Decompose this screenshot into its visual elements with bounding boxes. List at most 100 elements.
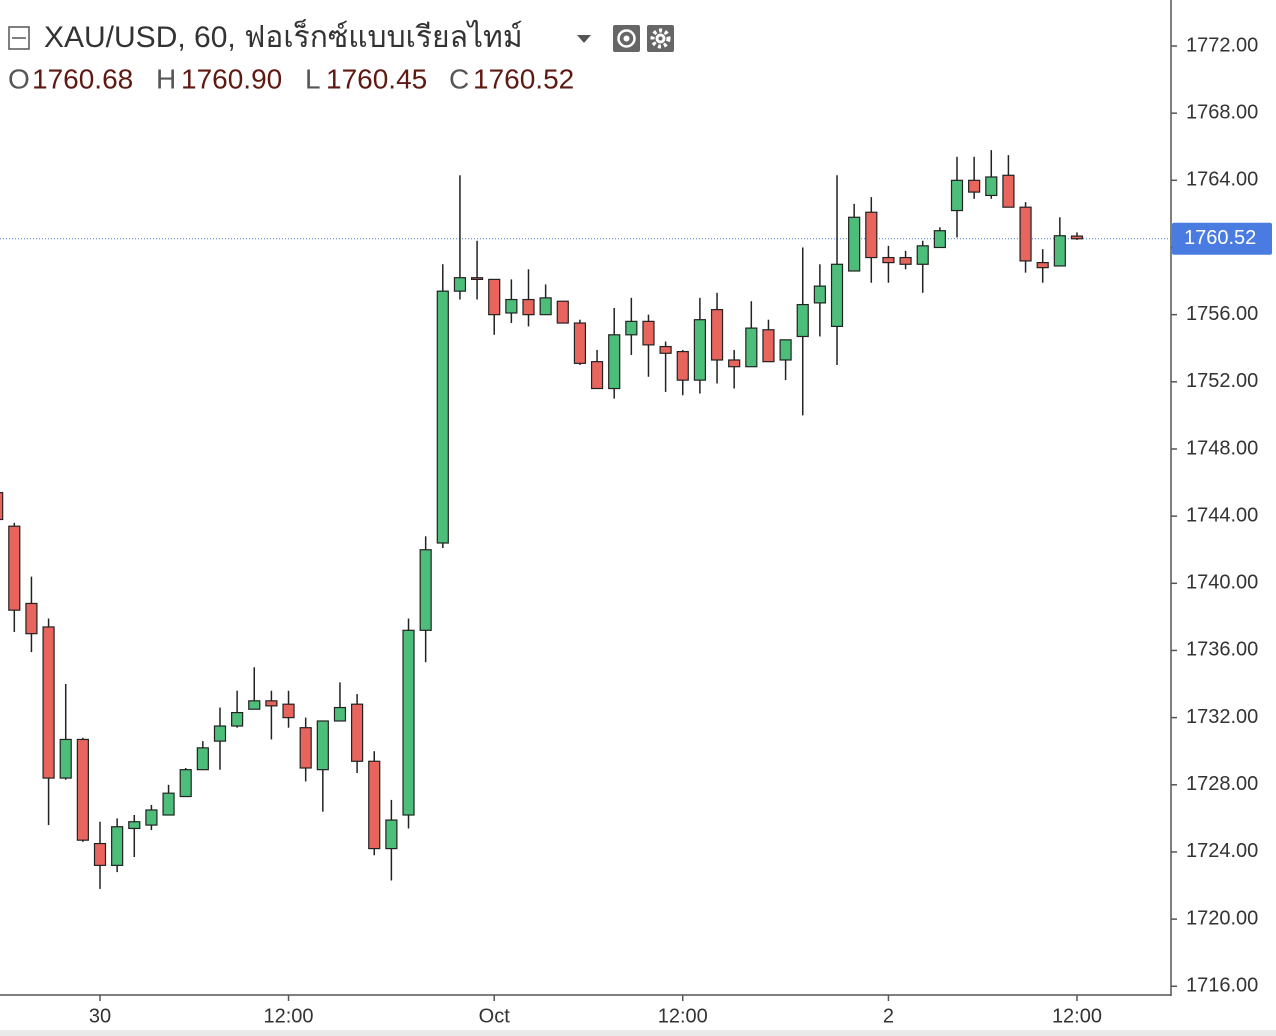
dropdown-arrow[interactable] [577, 35, 591, 43]
candle-body [299, 727, 312, 769]
y-tick-label: 1748.00 [1186, 437, 1258, 459]
candle-body [710, 309, 724, 361]
y-tick-label: 1720.00 [1186, 907, 1258, 929]
eye-icon-ring [617, 29, 636, 48]
candle-body [950, 179, 964, 212]
candle-body [162, 792, 175, 816]
candle-body [968, 179, 981, 193]
eye-icon-pupil [623, 35, 630, 42]
candle-body [59, 738, 72, 779]
candle-body [93, 842, 107, 866]
candle-body [453, 277, 467, 292]
candle-body [1019, 206, 1032, 262]
y-tick-label: 1772.00 [1186, 34, 1258, 56]
candle-body [42, 626, 55, 779]
candle-body [231, 711, 244, 727]
candle-body [796, 303, 809, 338]
candle-body [745, 327, 758, 368]
header: XAU/USD, 60, ฟอเร็กซ์แบบเรียลไทม์ O 1760… [8, 18, 674, 94]
candle-body [419, 549, 432, 631]
y-tick-label: 1740.00 [1186, 572, 1258, 594]
candle-body [333, 706, 347, 722]
candle-body [76, 738, 89, 841]
y-tick-label: 1756.00 [1186, 303, 1258, 325]
chart-title: XAU/USD, 60, ฟอเร็กซ์แบบเรียลไทม์ [44, 18, 523, 54]
ohlc-label: O [8, 63, 30, 94]
candle-body [813, 285, 826, 304]
y-tick-label: 1716.00 [1186, 975, 1258, 997]
candle-body [865, 211, 878, 259]
gear-icon-teeth [650, 28, 671, 49]
ohlc-value: 1760.45 [326, 63, 427, 94]
y-tick-label: 1744.00 [1186, 504, 1258, 526]
candle-body [539, 297, 552, 316]
y-axis: 1716.00 1720.00 1724.00 1728.00 1732.00 1736.… [1171, 34, 1258, 997]
candle-body [522, 298, 535, 316]
candle-body [25, 602, 38, 635]
x-tick-label: 12:00 [264, 1005, 314, 1027]
candle-body [488, 278, 501, 316]
candle-body [316, 720, 329, 771]
candle-body [762, 329, 775, 363]
x-tick-label: Oct [479, 1005, 511, 1027]
candle-body [985, 176, 998, 197]
candle-body [848, 216, 861, 272]
candle-body [882, 256, 895, 264]
candle-body [830, 263, 844, 328]
y-tick-label: 1736.00 [1186, 639, 1258, 661]
ohlc-label: L [305, 63, 321, 94]
candle-body [916, 245, 929, 265]
candle-body [899, 256, 912, 265]
y-tick-label: 1752.00 [1186, 370, 1258, 392]
candle-body [1036, 262, 1049, 269]
candle-body [933, 230, 946, 249]
ohlc-value: 1760.52 [473, 63, 574, 94]
candle-body [1070, 235, 1084, 240]
candle-body [608, 334, 621, 390]
candle-body [693, 319, 707, 381]
candle-body [8, 525, 21, 611]
ohlc-label: H [156, 63, 176, 94]
candle-body [642, 320, 655, 346]
candle-body [590, 361, 604, 390]
last-price-label: 1760.52 [1184, 227, 1256, 249]
candle-body [779, 339, 792, 361]
candle-body [402, 629, 415, 816]
candle-body [179, 769, 192, 798]
candle-body [1002, 174, 1015, 208]
candle-body [728, 359, 741, 368]
candle-body [196, 747, 209, 771]
x-axis: 30 12:00 Oct 12:00 2 12:00 [89, 995, 1102, 1027]
candle-body [128, 821, 141, 830]
bottom-strip [0, 1030, 1276, 1036]
collapse-icon[interactable] [8, 26, 30, 50]
candle-body [556, 300, 569, 324]
candle-body [368, 760, 381, 850]
candle-body [0, 492, 4, 521]
y-tick-label: 1764.00 [1186, 169, 1258, 191]
candle-body [505, 298, 518, 314]
y-tick-label: 1732.00 [1186, 706, 1258, 728]
ohlc-value: 1760.90 [181, 63, 282, 94]
candle-body [676, 350, 689, 381]
candle-body [213, 725, 227, 742]
candle-body [265, 700, 278, 707]
candle-body [1053, 235, 1066, 267]
candle-body [282, 703, 295, 719]
ohlc-value: 1760.68 [32, 63, 133, 94]
ohlc-label: C [449, 63, 469, 94]
candle-body [659, 345, 672, 354]
x-tick-label: 12:00 [1052, 1005, 1102, 1027]
y-tick-label: 1724.00 [1186, 840, 1258, 862]
candle-body [385, 819, 398, 850]
candle-body [145, 809, 158, 826]
y-tick-label: 1768.00 [1186, 101, 1258, 123]
candle-body [573, 322, 587, 364]
x-tick-label: 30 [89, 1005, 111, 1027]
candle-body [436, 290, 449, 544]
candle-body [111, 826, 124, 866]
candle-body [625, 320, 638, 336]
last-price-box [1172, 222, 1272, 255]
